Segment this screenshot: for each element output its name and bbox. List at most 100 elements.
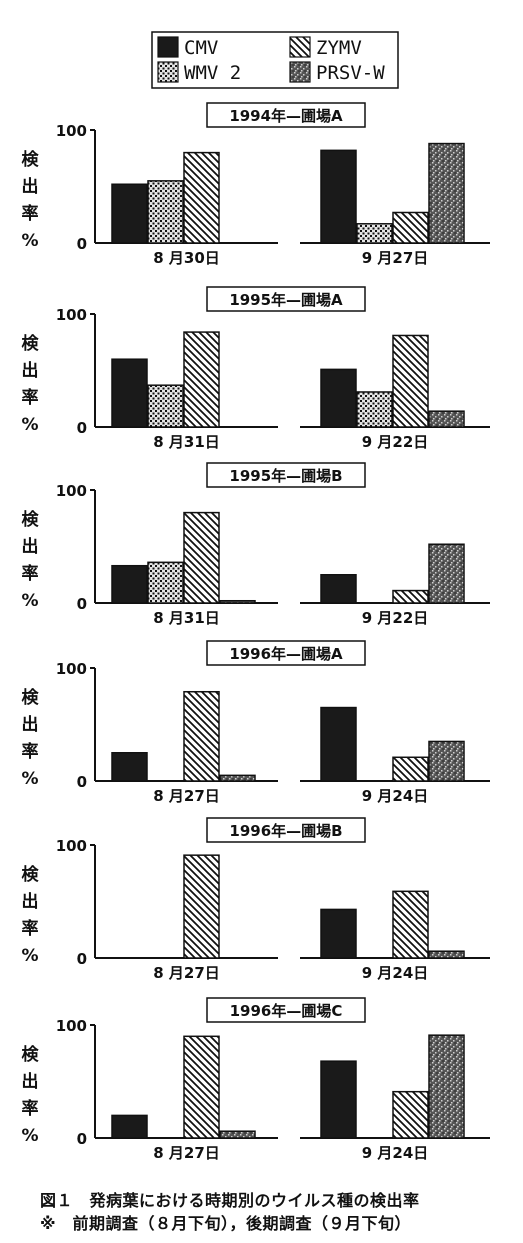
panel-title-box — [206, 817, 366, 843]
chart-panel: 1995年—圃場B 100 0 検出率% 8 月31日 9 月22日 — [21, 462, 490, 627]
y-axis-label-char: % — [21, 1126, 38, 1146]
bar-prsvw — [219, 1130, 256, 1139]
x-group-label: 8 月27日 — [153, 787, 220, 805]
bar-zymv — [392, 589, 429, 604]
bar-wmv2 — [147, 384, 184, 428]
y-axis-label-char: % — [21, 946, 38, 966]
y-axis-label-char: 出 — [22, 176, 39, 197]
x-group-label: 8 月30日 — [153, 249, 220, 267]
chart-panel: 1995年—圃場A 100 0 検出率% 8 月31日 9 月22日 — [21, 286, 490, 451]
y-axis-label-char: % — [21, 769, 38, 789]
bar-cmv — [320, 368, 357, 428]
y-axis-label-char: 出 — [22, 891, 39, 912]
y-axis-label-char: 検 — [22, 149, 40, 170]
y-tick-label: 0 — [77, 773, 87, 791]
chart-panel: 1996年—圃場A 100 0 検出率% 8 月27日 9 月24日 — [21, 640, 490, 805]
chart-panel: 1994年—圃場A 100 0 検出率% 8 月30日 9 月27日 — [21, 102, 490, 267]
bar-zymv — [183, 151, 220, 244]
legend-label-zymv: ZYMV — [316, 37, 362, 59]
bar-wmv2 — [356, 391, 393, 428]
x-group-label: 9 月24日 — [362, 964, 429, 982]
y-axis-label-char: 率 — [22, 563, 39, 584]
bar-wmv2 — [147, 180, 184, 244]
bar-prsvw — [428, 142, 465, 244]
panel-title: 1995年—圃場A — [229, 291, 343, 309]
bar-prsvw — [219, 774, 256, 782]
bar-cmv — [320, 149, 357, 244]
panel-title: 1994年—圃場A — [229, 107, 343, 125]
bar-cmv — [320, 706, 357, 782]
y-axis-label-char: 検 — [22, 687, 40, 708]
legend: CMV ZYMV WMV 2 PRSV-W — [151, 31, 399, 89]
legend-swatch-zymv — [289, 36, 311, 58]
bar-wmv2 — [147, 561, 184, 604]
y-tick-label: 0 — [77, 419, 87, 437]
panel-title: 1996年—圃場C — [230, 1002, 343, 1020]
legend-swatch-wmv2 — [157, 61, 179, 83]
bar-zymv — [183, 854, 220, 959]
y-axis-label-char: 検 — [22, 864, 40, 885]
panel-title: 1996年—圃場A — [229, 645, 343, 663]
y-tick-label: 100 — [56, 837, 87, 855]
x-group-label: 9 月22日 — [362, 609, 429, 627]
bar-prsvw — [428, 410, 465, 428]
bar-cmv — [111, 183, 148, 244]
y-tick-label: 0 — [77, 235, 87, 253]
y-axis-label-char: % — [21, 591, 38, 611]
panel-title-box — [206, 997, 366, 1023]
y-axis-label-char: 率 — [22, 741, 39, 762]
legend-swatch-cmv — [157, 36, 179, 58]
y-axis-label-char: % — [21, 415, 38, 435]
y-axis-label-char: 率 — [22, 203, 39, 224]
bar-cmv — [320, 1060, 357, 1139]
x-group-label: 8 月31日 — [153, 609, 220, 627]
panel-title: 1995年—圃場B — [229, 467, 342, 485]
bar-prsvw — [428, 950, 465, 959]
bar-prsvw — [219, 599, 256, 604]
panel-title-box — [206, 102, 366, 128]
legend-frame — [151, 31, 399, 89]
bar-wmv2 — [356, 223, 393, 244]
y-tick-label: 100 — [56, 122, 87, 140]
bar-zymv — [392, 756, 429, 782]
y-tick-label: 100 — [56, 660, 87, 678]
panel-title: 1996年—圃場B — [229, 822, 342, 840]
bar-cmv — [111, 358, 148, 428]
y-axis-label-char: 検 — [22, 1044, 40, 1065]
bar-zymv — [183, 331, 220, 428]
figure-caption: 図１ 発病葉における時期別のウイルス種の検出率 — [40, 1191, 420, 1210]
bar-zymv — [392, 1090, 429, 1139]
panel-title-box — [206, 462, 366, 488]
bar-cmv — [111, 564, 148, 604]
y-tick-label: 100 — [56, 306, 87, 324]
bar-zymv — [183, 690, 220, 782]
panel-title-box — [206, 286, 366, 312]
y-axis-label-char: 出 — [22, 536, 39, 557]
y-axis-label-char: 検 — [22, 333, 40, 354]
y-axis-label-char: % — [21, 231, 38, 251]
chart-panel: 1996年—圃場C 100 0 検出率% 8 月27日 9 月24日 — [21, 997, 490, 1162]
bar-zymv — [392, 890, 429, 959]
x-group-label: 9 月24日 — [362, 787, 429, 805]
bar-zymv — [183, 1035, 220, 1139]
bar-cmv — [111, 752, 148, 782]
bar-cmv — [320, 908, 357, 959]
y-tick-label: 0 — [77, 595, 87, 613]
chart-panel: 1996年—圃場B 100 0 検出率% 8 月27日 9 月24日 — [21, 817, 490, 982]
bar-prsvw — [428, 543, 465, 604]
figure-note: ※ 前期調査（８月下旬），後期調査（９月下旬） — [40, 1214, 412, 1233]
x-group-label: 8 月27日 — [153, 964, 220, 982]
x-group-label: 9 月27日 — [362, 249, 429, 267]
legend-label-prsvw: PRSV-W — [316, 62, 385, 84]
x-group-label: 8 月27日 — [153, 1144, 220, 1162]
legend-label-wmv2: WMV 2 — [184, 62, 241, 84]
y-axis-label-char: 率 — [22, 1098, 39, 1119]
y-tick-label: 0 — [77, 950, 87, 968]
legend-swatch-prsvw — [289, 61, 311, 83]
y-axis-label-char: 出 — [22, 714, 39, 735]
x-group-label: 8 月31日 — [153, 433, 220, 451]
y-axis-label-char: 率 — [22, 918, 39, 939]
legend-label-cmv: CMV — [184, 37, 218, 59]
